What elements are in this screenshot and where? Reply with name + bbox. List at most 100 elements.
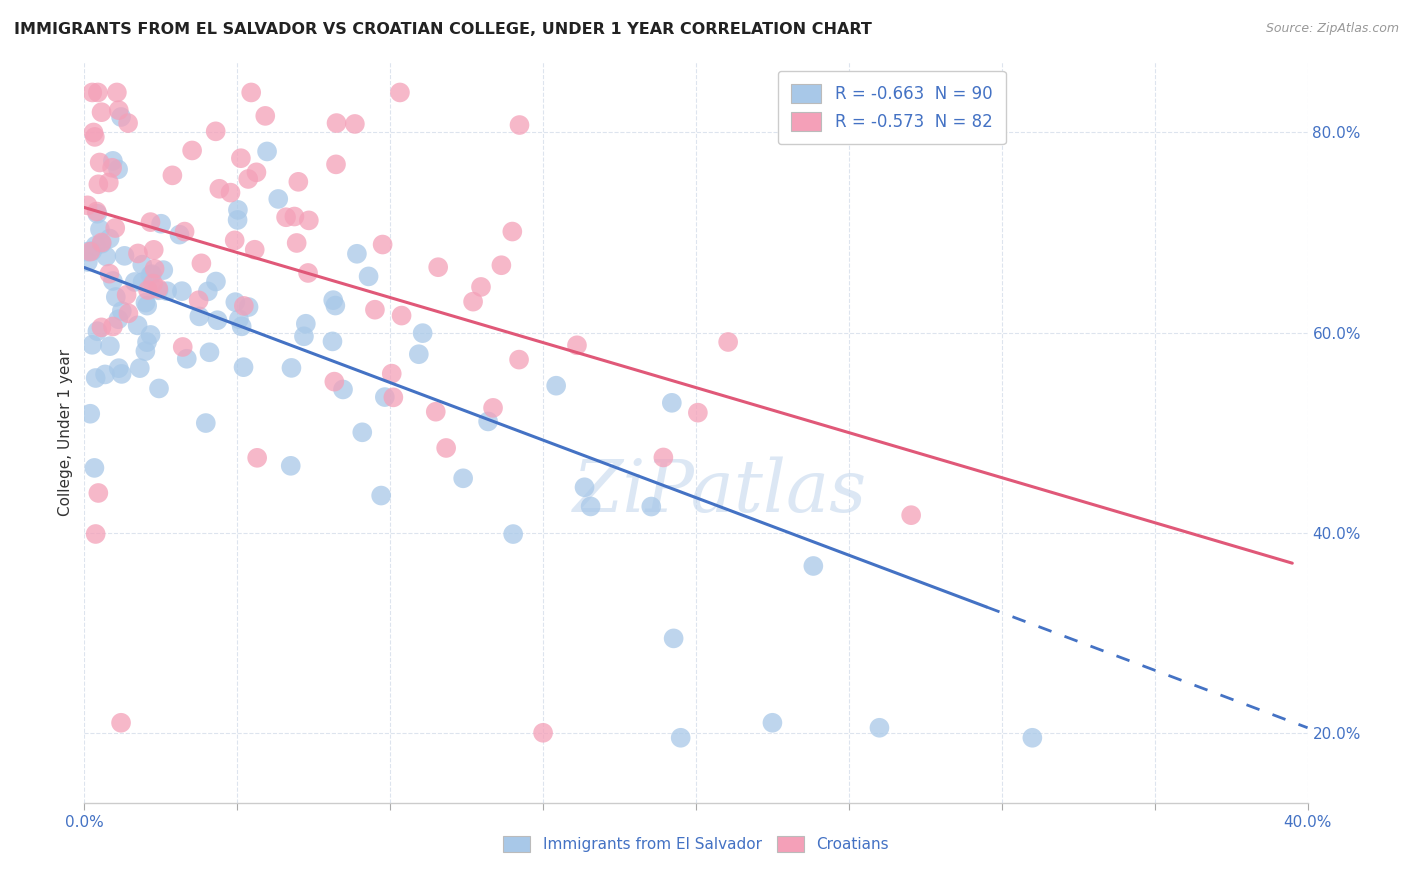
Point: [190, 256, 212, 270]
Point: [332, 383, 354, 397]
Point: [374, 390, 396, 404]
Point: [325, 157, 347, 171]
Point: [352, 425, 374, 440]
Point: [76, 255, 98, 269]
Point: [238, 172, 260, 186]
Point: [101, 161, 124, 175]
Point: [107, 162, 129, 177]
Point: [143, 261, 166, 276]
Point: [90, 320, 112, 334]
Point: [274, 211, 297, 225]
Point: [96, 250, 118, 264]
Point: [245, 165, 267, 179]
Point: [477, 414, 499, 428]
Point: [427, 260, 450, 275]
Point: [162, 169, 184, 183]
Point: [136, 335, 159, 350]
Point: [461, 294, 484, 309]
Point: [280, 360, 302, 375]
Point: [142, 243, 165, 257]
Point: [285, 235, 308, 250]
Point: [381, 367, 404, 381]
Point: [173, 225, 195, 239]
Point: [669, 731, 692, 745]
Point: [232, 360, 254, 375]
Point: [131, 275, 153, 289]
Point: [84, 527, 107, 541]
Point: [134, 295, 156, 310]
Point: [226, 202, 249, 217]
Point: [388, 86, 411, 100]
Point: [267, 192, 290, 206]
Point: [579, 500, 602, 514]
Point: [280, 458, 302, 473]
Point: [169, 227, 191, 242]
Point: [98, 267, 121, 281]
Point: [243, 243, 266, 257]
Point: [283, 210, 305, 224]
Point: [101, 153, 124, 168]
Text: IMMIGRANTS FROM EL SALVADOR VS CROATIAN COLLEGE, UNDER 1 YEAR CORRELATION CHART: IMMIGRANTS FROM EL SALVADOR VS CROATIAN …: [14, 22, 872, 37]
Point: [89, 222, 111, 236]
Point: [292, 329, 315, 343]
Point: [136, 299, 159, 313]
Point: [141, 267, 163, 281]
Point: [531, 725, 554, 739]
Point: [323, 375, 346, 389]
Point: [136, 283, 159, 297]
Point: [254, 109, 277, 123]
Point: [187, 293, 209, 308]
Point: [197, 285, 219, 299]
Point: [343, 117, 366, 131]
Point: [482, 401, 505, 415]
Point: [565, 338, 588, 352]
Point: [224, 295, 246, 310]
Point: [501, 225, 523, 239]
Point: [170, 284, 193, 298]
Point: [84, 238, 107, 252]
Point: [86, 324, 108, 338]
Point: [131, 258, 153, 272]
Y-axis label: College, Under 1 year: College, Under 1 year: [58, 349, 73, 516]
Point: [325, 299, 347, 313]
Point: [491, 258, 513, 272]
Point: [139, 215, 162, 229]
Point: [370, 489, 392, 503]
Point: [287, 175, 309, 189]
Point: [114, 249, 136, 263]
Point: [219, 186, 242, 200]
Point: [322, 293, 344, 307]
Point: [434, 441, 457, 455]
Point: [240, 86, 263, 100]
Point: [869, 721, 891, 735]
Point: [84, 371, 107, 385]
Point: [256, 145, 278, 159]
Point: [408, 347, 430, 361]
Point: [508, 118, 530, 132]
Point: [110, 715, 132, 730]
Point: [229, 151, 252, 165]
Point: [79, 244, 101, 259]
Point: [98, 231, 121, 245]
Point: [238, 300, 260, 314]
Point: [295, 317, 318, 331]
Point: [152, 263, 174, 277]
Point: [382, 390, 405, 404]
Point: [148, 283, 170, 297]
Point: [117, 116, 139, 130]
Point: [87, 178, 110, 192]
Point: [124, 275, 146, 289]
Point: [661, 396, 683, 410]
Point: [198, 345, 221, 359]
Point: [87, 86, 110, 100]
Point: [652, 450, 675, 465]
Point: [181, 144, 204, 158]
Point: [246, 450, 269, 465]
Point: [90, 105, 112, 120]
Point: [127, 318, 149, 333]
Point: [391, 309, 413, 323]
Point: [231, 319, 253, 334]
Point: [111, 367, 134, 381]
Point: [104, 290, 127, 304]
Point: [321, 334, 343, 349]
